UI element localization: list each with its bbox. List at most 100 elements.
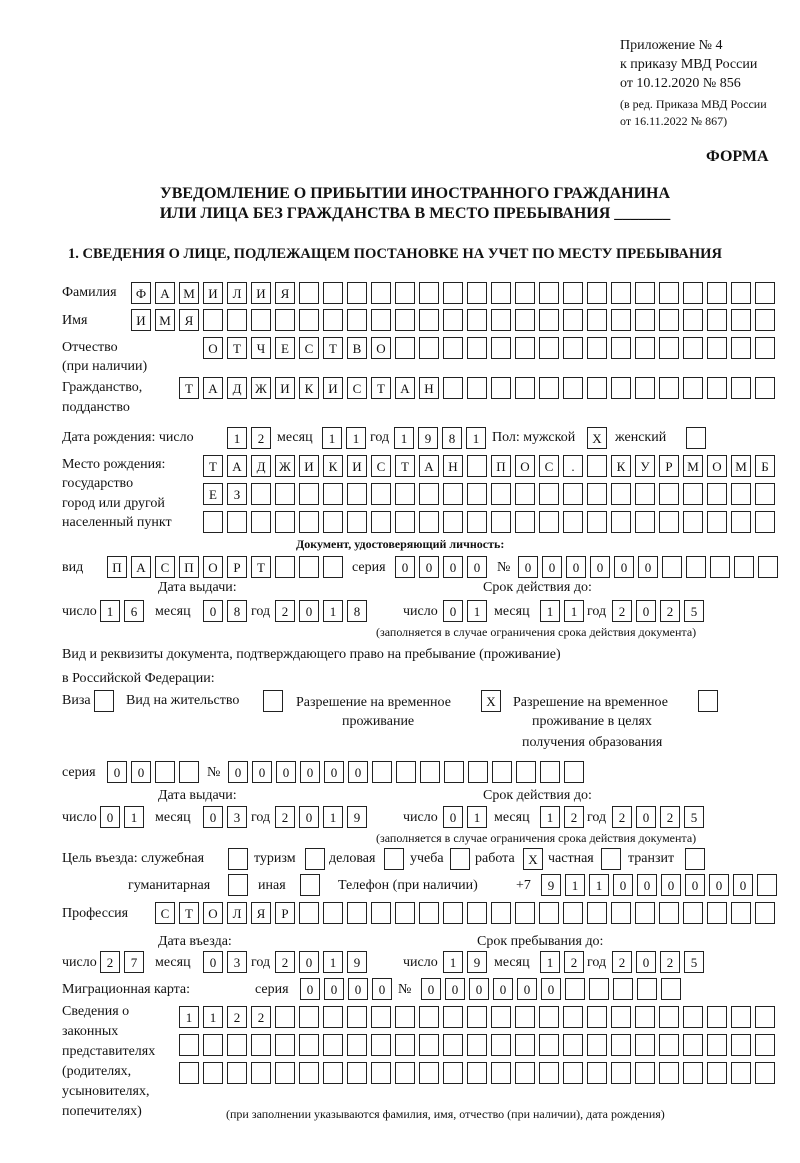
char-cell[interactable]: А [227,455,247,477]
char-cell[interactable]: Т [179,377,199,399]
char-cell[interactable]: 2 [251,1006,271,1028]
char-cell[interactable] [587,455,607,477]
char-cell[interactable] [275,556,295,578]
residence-permit-checkbox[interactable] [263,690,283,712]
char-cell[interactable]: К [611,455,631,477]
char-cell[interactable]: 2 [251,427,271,449]
char-cell[interactable] [395,1034,415,1056]
char-cell[interactable]: О [515,455,535,477]
char-cell[interactable] [491,1034,511,1056]
char-cell[interactable]: 2 [612,806,632,828]
char-cell[interactable] [659,1062,679,1084]
char-cell[interactable]: 0 [733,874,753,896]
checkbox-cell[interactable] [263,690,283,712]
char-cell[interactable]: 2 [612,951,632,973]
char-cell[interactable] [635,377,655,399]
char-cell[interactable]: Н [443,455,463,477]
birth-place-row-3[interactable] [203,511,775,533]
char-cell[interactable] [515,282,535,304]
char-cell[interactable] [251,1062,271,1084]
char-cell[interactable]: 2 [275,806,295,828]
char-cell[interactable]: 1 [346,427,366,449]
char-cell[interactable] [539,483,559,505]
char-cell[interactable]: Р [275,902,295,924]
char-cell[interactable]: П [107,556,127,578]
char-cell[interactable]: 0 [203,951,223,973]
char-cell[interactable]: 0 [203,806,223,828]
char-cell[interactable] [755,902,775,924]
char-cell[interactable] [396,761,416,783]
char-cell[interactable]: 0 [638,556,658,578]
char-cell[interactable] [251,511,271,533]
char-cell[interactable]: 2 [227,1006,247,1028]
char-cell[interactable] [707,282,727,304]
char-cell[interactable] [371,1034,391,1056]
char-cell[interactable]: А [131,556,151,578]
char-cell[interactable] [659,511,679,533]
char-cell[interactable]: Е [203,483,223,505]
char-cell[interactable] [707,337,727,359]
char-cell[interactable]: 0 [299,806,319,828]
char-cell[interactable] [299,1006,319,1028]
char-cell[interactable]: С [155,902,175,924]
char-cell[interactable]: Ч [251,337,271,359]
char-cell[interactable] [659,309,679,331]
char-cell[interactable]: 7 [124,951,144,973]
char-cell[interactable]: 2 [275,600,295,622]
char-cell[interactable]: Д [251,455,271,477]
char-cell[interactable] [323,902,343,924]
char-cell[interactable] [563,282,583,304]
char-cell[interactable] [491,511,511,533]
char-cell[interactable]: Р [659,455,679,477]
char-cell[interactable] [683,1006,703,1028]
char-cell[interactable]: В [347,337,367,359]
char-cell[interactable] [731,902,751,924]
char-cell[interactable] [731,282,751,304]
char-cell[interactable] [347,511,367,533]
char-cell[interactable] [323,511,343,533]
char-cell[interactable]: М [731,455,751,477]
visa-checkbox[interactable] [94,690,114,712]
char-cell[interactable]: О [707,455,727,477]
char-cell[interactable] [563,902,583,924]
char-cell[interactable] [563,1062,583,1084]
char-cell[interactable]: 9 [347,951,367,973]
char-cell[interactable]: И [251,282,271,304]
char-cell[interactable] [563,1034,583,1056]
char-cell[interactable] [227,309,247,331]
char-cell[interactable]: 0 [421,978,441,1000]
char-cell[interactable] [515,902,535,924]
char-cell[interactable] [467,309,487,331]
char-cell[interactable]: . [563,455,583,477]
char-cell[interactable]: 0 [276,761,296,783]
char-cell[interactable]: Т [323,337,343,359]
char-cell[interactable] [731,483,751,505]
checkbox-cell[interactable] [450,848,470,870]
char-cell[interactable] [395,309,415,331]
char-cell[interactable]: 2 [564,951,584,973]
char-cell[interactable] [251,483,271,505]
char-cell[interactable] [755,483,775,505]
char-cell[interactable]: А [203,377,223,399]
char-cell[interactable]: 0 [685,874,705,896]
char-cell[interactable] [539,309,559,331]
char-cell[interactable] [587,337,607,359]
char-cell[interactable]: К [299,377,319,399]
char-cell[interactable] [539,337,559,359]
char-cell[interactable] [371,309,391,331]
char-cell[interactable]: Я [275,282,295,304]
char-cell[interactable] [347,282,367,304]
char-cell[interactable] [589,978,609,1000]
char-cell[interactable]: О [371,337,391,359]
char-cell[interactable] [467,1006,487,1028]
char-cell[interactable] [731,309,751,331]
char-cell[interactable]: 0 [636,951,656,973]
char-cell[interactable] [683,511,703,533]
char-cell[interactable] [635,337,655,359]
char-cell[interactable] [467,337,487,359]
char-cell[interactable] [491,902,511,924]
